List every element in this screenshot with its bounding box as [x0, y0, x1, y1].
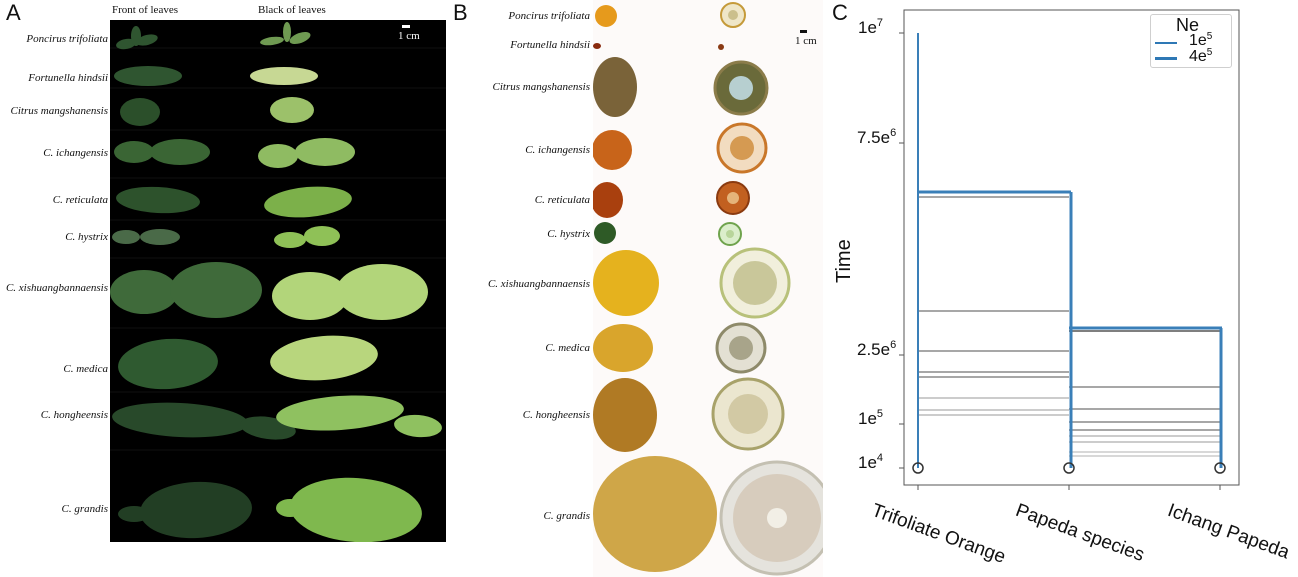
y-axis-ticks: [899, 32, 904, 469]
coalescent-histories-left: [918, 196, 1069, 416]
scale-label-b: 1 cm: [795, 35, 817, 47]
back-of-leaves-heading: Black of leaves: [258, 4, 326, 16]
species-label-a-7: C. xishuangbannaensis: [5, 282, 108, 294]
front-of-leaves-heading: Front of leaves: [112, 4, 178, 16]
leaf-fortunella-back: [250, 67, 318, 85]
fruit-hystrix-whole: [594, 222, 616, 244]
leaf-mangshanensis-front: [120, 98, 160, 126]
fruit-reticulata-section: [716, 181, 750, 215]
y-tick-1e5: 1e5: [858, 408, 884, 428]
species-label-a-10: C. grandis: [61, 503, 108, 515]
coalescent-histories-right: [1069, 330, 1220, 457]
leaf-photos: [110, 22, 446, 542]
scale-label-a: 1 cm: [398, 30, 420, 42]
fruit-reticulata-whole: [593, 182, 623, 218]
species-label-a-3: Citrus mangshanensis: [10, 105, 109, 117]
species-label-b-1: Poncirus trifoliata: [508, 10, 590, 22]
fruit-fortunella-section: [718, 44, 724, 50]
species-label-b-4: C. ichangensis: [525, 144, 590, 156]
leaf-xishuangbannaensis-back: [272, 264, 428, 320]
species-label-b-10: C. grandis: [543, 510, 590, 522]
plot-frame: [903, 9, 1240, 486]
species-label-b-8: C. medica: [545, 342, 590, 354]
panel-a-letter: A: [6, 0, 21, 25]
leaf-medica-front: [118, 338, 218, 390]
panel-b-letter: B: [453, 0, 468, 25]
species-label-a-6: C. hystrix: [65, 231, 108, 243]
fruit-hongheensis-section: [711, 377, 785, 451]
fruit-poncirus-section: [720, 2, 746, 28]
fruit-xishuangbannaensis-section: [719, 247, 791, 319]
species-label-b-6: C. hystrix: [547, 228, 590, 240]
legend-line-thin: [1155, 42, 1177, 44]
species-label-b-3: Citrus mangshanensis: [492, 81, 591, 93]
leaf-reticulata-front: [116, 186, 200, 214]
leaf-photo-panel: [110, 20, 446, 542]
x-axis-ticks: [917, 485, 1221, 490]
fruit-ichangensis-whole: [593, 130, 632, 170]
y-tick-1e7: 1e7: [858, 17, 884, 37]
leaf-grandis-front: [118, 481, 252, 539]
fruit-mangshanensis-section: [713, 60, 769, 116]
legend: Ne 1e5 4e5: [1150, 14, 1232, 68]
fruit-photo-panel: [593, 0, 823, 577]
species-label-a-9: C. hongheensis: [40, 409, 108, 421]
leaf-grandis-back: [276, 477, 422, 542]
scale-bar-b: [800, 30, 807, 33]
fruit-mangshanensis-whole: [593, 57, 637, 117]
fruit-medica-section: [715, 322, 767, 374]
fruit-hystrix-section: [718, 222, 742, 246]
y-tick-1e4: 1e4: [858, 452, 884, 472]
leaf-mangshanensis-back: [270, 97, 314, 123]
legend-item-4e5: 4e5: [1189, 47, 1213, 65]
leaf-fortunella-front: [114, 66, 182, 86]
species-label-a-1: Poncirus trifoliata: [26, 33, 108, 45]
legend-title: Ne: [1176, 15, 1200, 35]
tip-markers: [912, 462, 1226, 474]
leaf-poncirus-front: [116, 26, 158, 50]
leaf-poncirus-back: [260, 22, 311, 46]
y-tick-7.5e6: 7.5e6: [857, 127, 897, 147]
legend-item-1e5: 1e5: [1189, 31, 1213, 49]
scale-bar-a: [402, 25, 410, 28]
fruit-grandis-section: [719, 460, 823, 576]
species-label-a-8: C. medica: [63, 363, 108, 375]
species-label-b-5: C. reticulata: [534, 194, 590, 206]
y-axis-label: Time: [833, 239, 855, 283]
leaf-xishuangbannaensis-front: [110, 262, 262, 318]
fruit-fortunella-whole: [593, 43, 601, 49]
leaf-hongheensis-back: [276, 395, 442, 438]
leaf-hystrix-back: [274, 226, 340, 248]
species-label-b-7: C. xishuangbannaensis: [487, 278, 590, 290]
leaf-medica-back: [270, 335, 378, 381]
fruit-ichangensis-section: [716, 122, 768, 174]
fruit-medica-whole: [593, 324, 653, 372]
species-tree: [917, 33, 1223, 468]
species-label-a-5: C. reticulata: [52, 194, 108, 206]
y-tick-2.5e6: 2.5e6: [857, 339, 897, 359]
leaf-ichangensis-back: [258, 138, 355, 168]
species-label-a-2: Fortunella hindsii: [28, 72, 108, 84]
species-label-a-4: C. ichangensis: [43, 147, 108, 159]
legend-line-thick: [1155, 57, 1177, 60]
fruit-grandis-whole: [593, 456, 717, 572]
leaf-ichangensis-front: [114, 139, 210, 165]
fruit-xishuangbannaensis-whole: [593, 250, 659, 316]
species-label-b-9: C. hongheensis: [522, 409, 590, 421]
fruit-poncirus-whole: [595, 5, 617, 27]
species-label-b-2: Fortunella hindsii: [510, 39, 590, 51]
fruit-hongheensis-whole: [593, 378, 657, 452]
panel-c-letter: C: [832, 0, 848, 25]
leaf-reticulata-back: [264, 186, 352, 218]
leaf-hystrix-front: [112, 229, 180, 245]
fruit-photos: [593, 2, 823, 576]
